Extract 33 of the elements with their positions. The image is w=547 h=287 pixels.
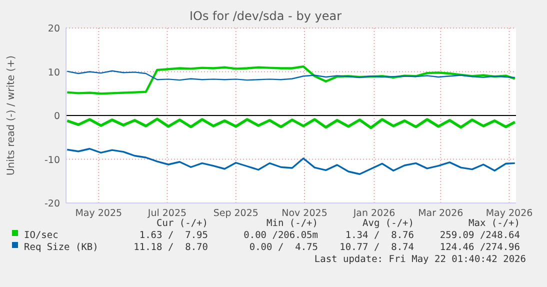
text: Last update: Fri May 22 01:40:42 2026 bbox=[314, 254, 526, 265]
text: Max (-/+) bbox=[468, 218, 520, 229]
text: 0.00 / 4.75 bbox=[249, 242, 318, 253]
text: Min (-/+) bbox=[266, 218, 318, 229]
text: 0.00 /206.05m bbox=[244, 230, 318, 241]
x-tick-label: Jul 2025 bbox=[146, 208, 187, 219]
text: 1.63 / 7.95 bbox=[139, 230, 208, 241]
chart-title: IOs for /dev/sda - by year bbox=[189, 9, 342, 23]
y-tick-label: 20 bbox=[48, 24, 60, 34]
text: 10.77 / 8.74 bbox=[340, 242, 414, 253]
text: 11.18 / 8.70 bbox=[134, 242, 208, 253]
y-tick-label: 10 bbox=[48, 67, 60, 78]
text: 1.34 / 8.76 bbox=[345, 230, 414, 241]
x-tick-label: Nov 2025 bbox=[282, 208, 328, 219]
x-tick-label: May 2026 bbox=[486, 208, 533, 219]
x-tick-label: Jan 2026 bbox=[352, 208, 396, 219]
x-tick-label: Mar 2026 bbox=[418, 208, 464, 219]
x-tick-label: May 2025 bbox=[75, 208, 122, 219]
text: 124.46 /274.96 bbox=[440, 242, 520, 253]
y-axis-title: Units read (-) / write (+) bbox=[6, 55, 17, 176]
line-series bbox=[66, 118, 516, 130]
line-series bbox=[66, 70, 516, 81]
legend-label: Req Size (KB) bbox=[24, 242, 98, 253]
y-tick-label: -20 bbox=[44, 198, 60, 210]
line-series bbox=[66, 148, 516, 175]
y-tick-label: 0 bbox=[54, 111, 60, 122]
legend-label: IO/sec bbox=[24, 230, 58, 241]
y-tick-label: -10 bbox=[44, 154, 60, 166]
x-tick-label: Sep 2025 bbox=[213, 208, 258, 219]
text: Cur (-/+) bbox=[156, 218, 208, 229]
text: 259.09 /248.64 bbox=[440, 230, 520, 241]
line-series bbox=[66, 65, 516, 95]
text: Avg (-/+) bbox=[362, 218, 414, 229]
